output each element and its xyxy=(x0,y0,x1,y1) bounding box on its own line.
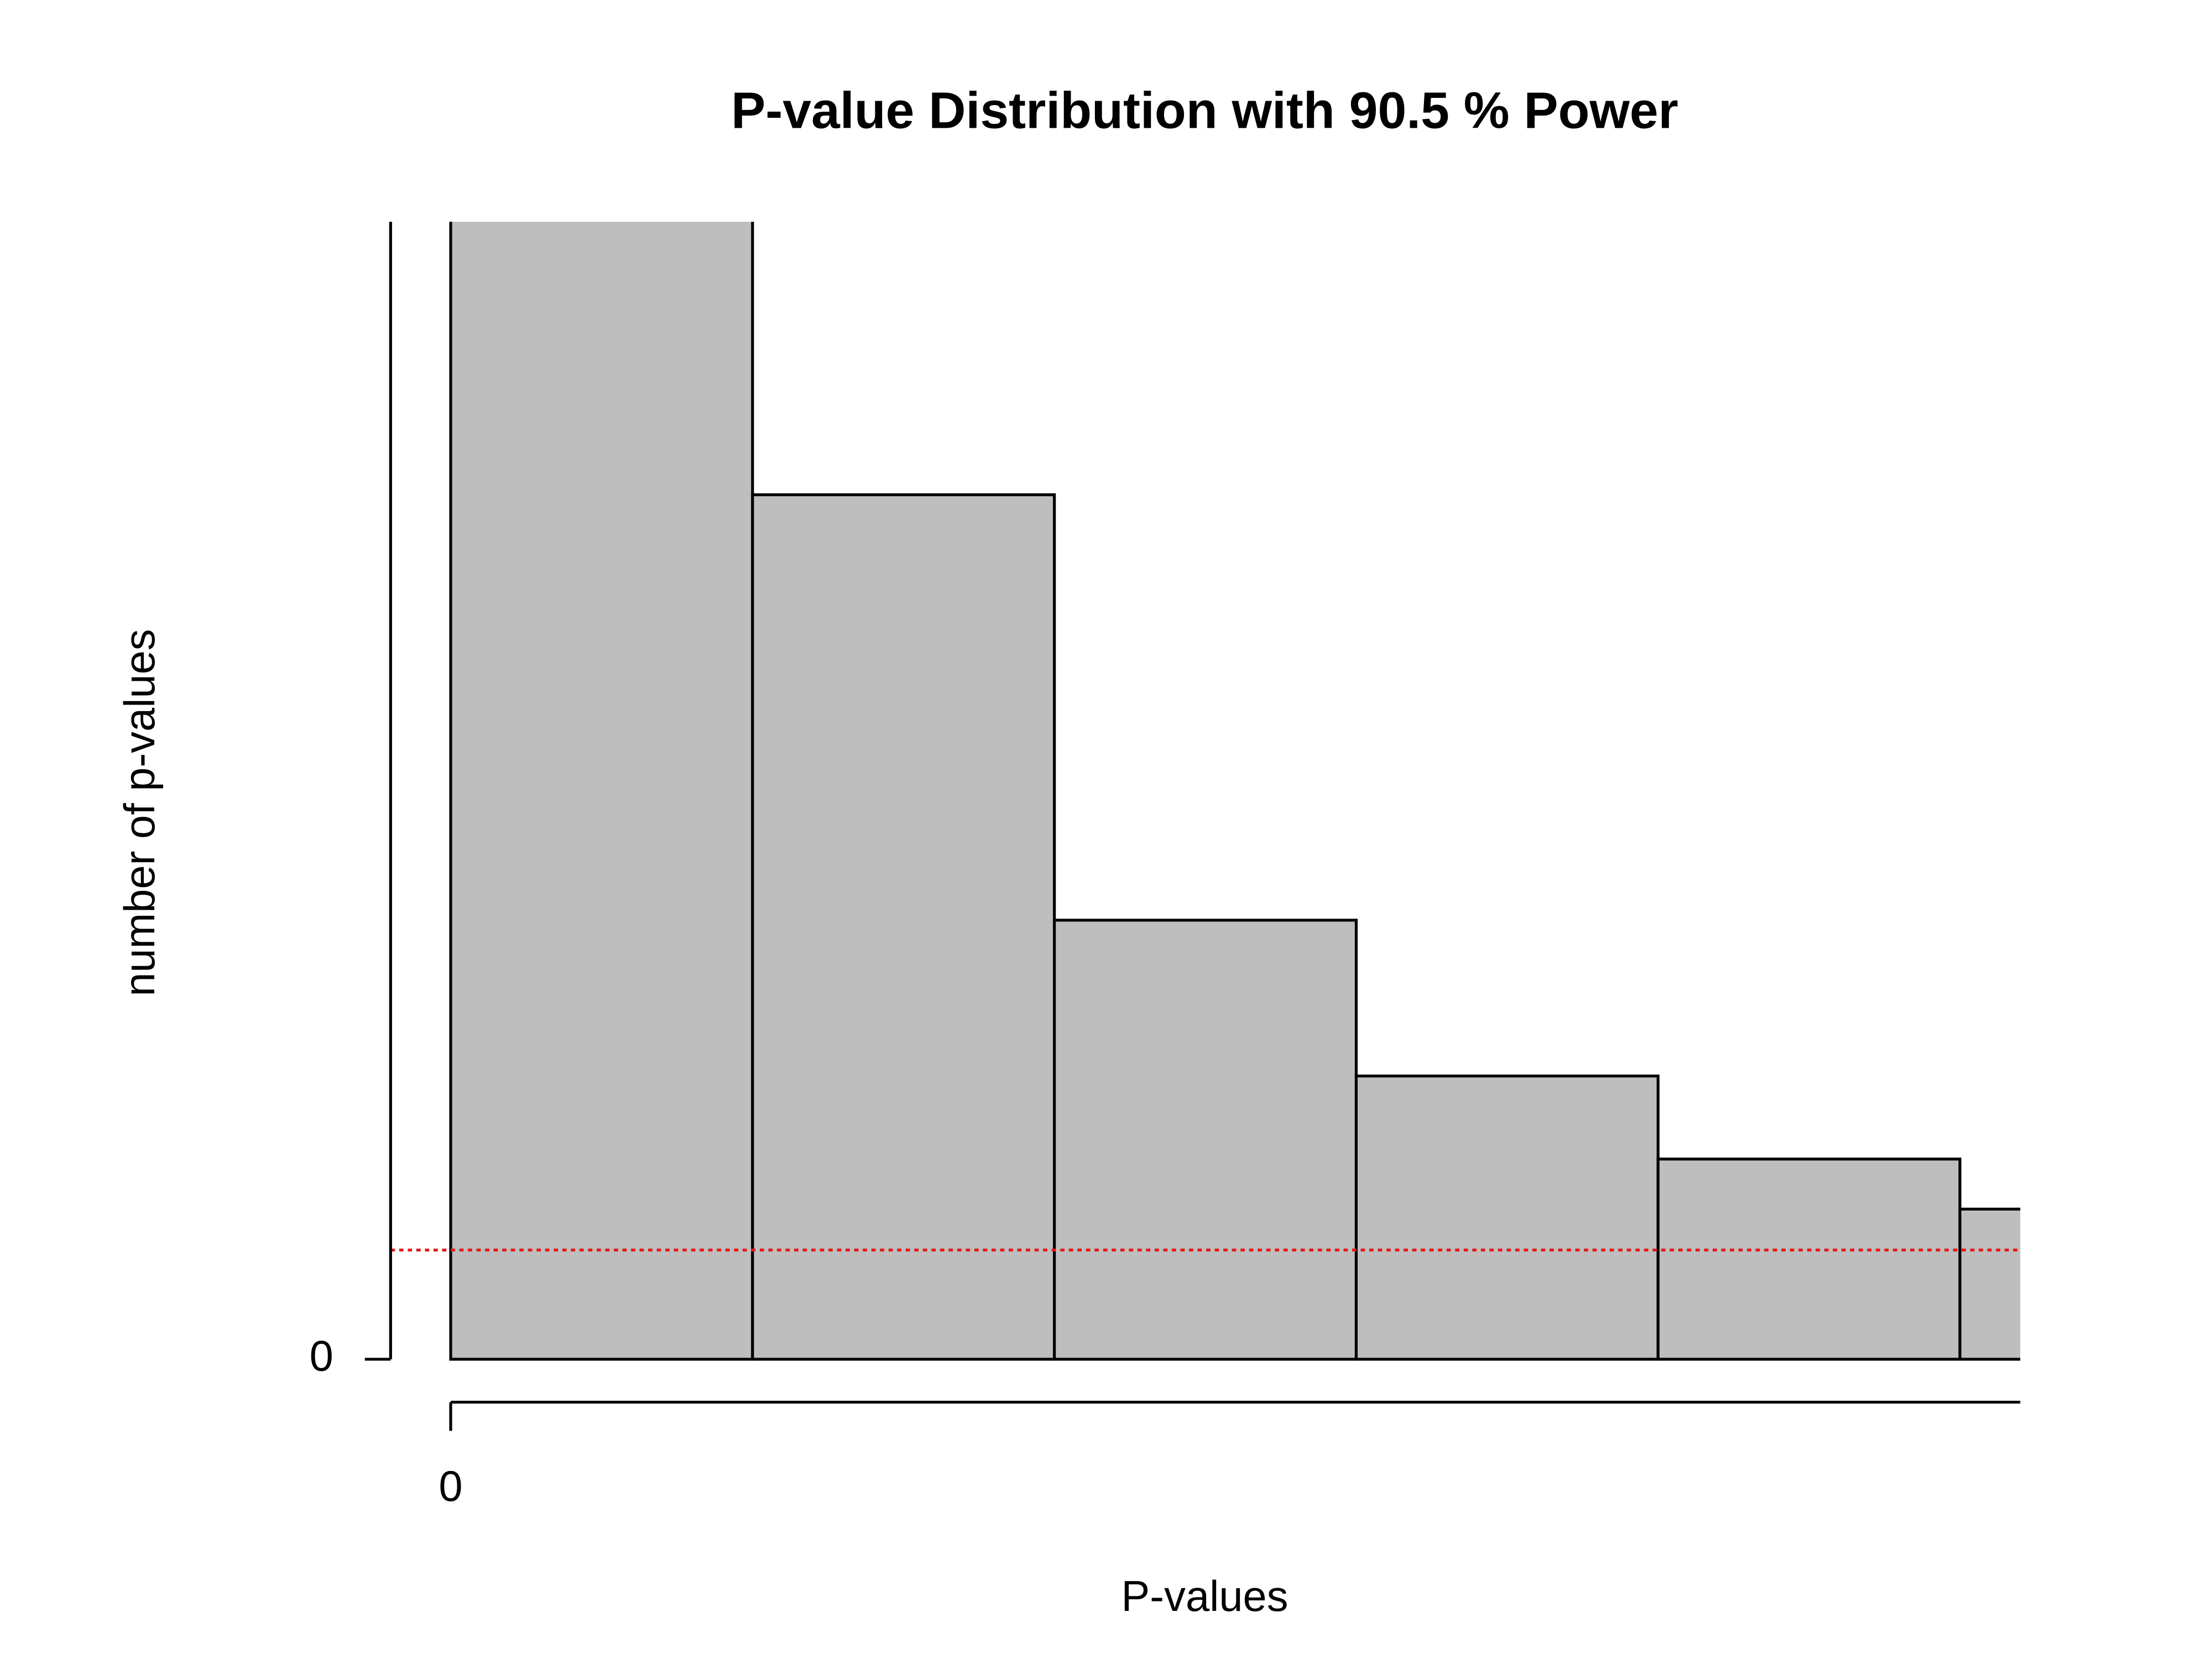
histogram-bar xyxy=(751,493,1056,1361)
chart-title: P-value Distribution with 90.5 % Power xyxy=(731,82,1678,139)
plot-area xyxy=(390,222,2021,1361)
histogram-bar xyxy=(449,222,754,1361)
histogram-bar xyxy=(1656,1157,1961,1361)
histogram-bar xyxy=(1053,919,1358,1361)
y-tick-label: 0 xyxy=(310,1332,333,1380)
histogram-bar xyxy=(1354,1074,1660,1361)
histogram-bar xyxy=(1958,1207,2021,1361)
y-axis-label: number of p-values xyxy=(116,629,164,996)
x-tick-label: 0 xyxy=(439,1463,462,1510)
x-axis-label: P-values xyxy=(1121,1573,1288,1620)
